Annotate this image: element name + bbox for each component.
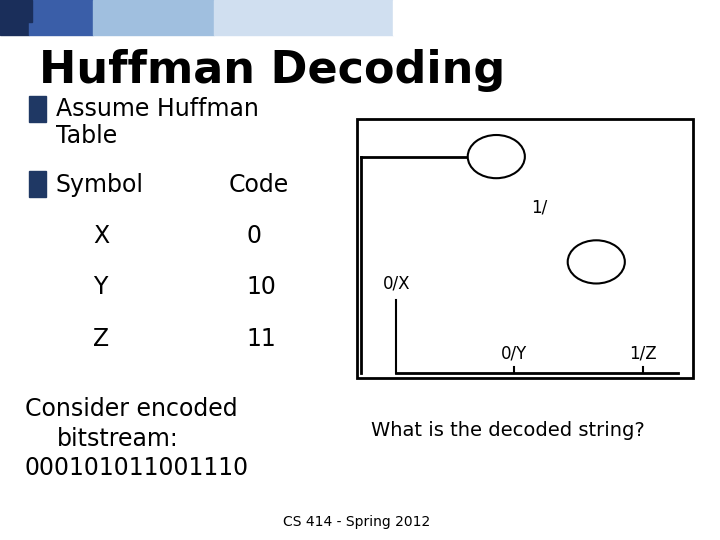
Text: Table: Table bbox=[55, 124, 117, 148]
Text: CS 414 - Spring 2012: CS 414 - Spring 2012 bbox=[284, 515, 431, 529]
Text: 000101011001110: 000101011001110 bbox=[25, 456, 249, 480]
Text: Consider encoded: Consider encoded bbox=[25, 397, 238, 421]
Text: X: X bbox=[93, 224, 109, 248]
Bar bbox=[93, 0, 215, 35]
Bar bbox=[29, 171, 46, 197]
Bar bbox=[29, 0, 93, 35]
Text: bitstream:: bitstream: bbox=[57, 427, 179, 450]
Bar bbox=[29, 96, 46, 122]
Text: 11: 11 bbox=[246, 327, 276, 350]
Text: Code: Code bbox=[228, 173, 289, 197]
Text: Huffman Decoding: Huffman Decoding bbox=[40, 49, 505, 92]
Bar bbox=[0, 0, 32, 22]
Text: 0/X: 0/X bbox=[382, 274, 410, 293]
Circle shape bbox=[468, 135, 525, 178]
Text: Symbol: Symbol bbox=[55, 173, 144, 197]
Text: Z: Z bbox=[93, 327, 109, 350]
Text: 10: 10 bbox=[246, 275, 276, 299]
Text: Assume Huffman: Assume Huffman bbox=[55, 97, 258, 121]
Text: What is the decoded string?: What is the decoded string? bbox=[372, 421, 645, 440]
Text: 0: 0 bbox=[246, 224, 261, 248]
Bar bbox=[215, 0, 392, 35]
Text: 1/: 1/ bbox=[531, 199, 547, 217]
Bar bbox=[357, 119, 693, 378]
Text: 1/Z: 1/Z bbox=[629, 345, 657, 363]
Text: 0/Y: 0/Y bbox=[501, 345, 527, 363]
Circle shape bbox=[567, 240, 625, 284]
Bar bbox=[0, 0, 29, 35]
Text: Y: Y bbox=[93, 275, 107, 299]
Bar bbox=[392, 0, 714, 35]
